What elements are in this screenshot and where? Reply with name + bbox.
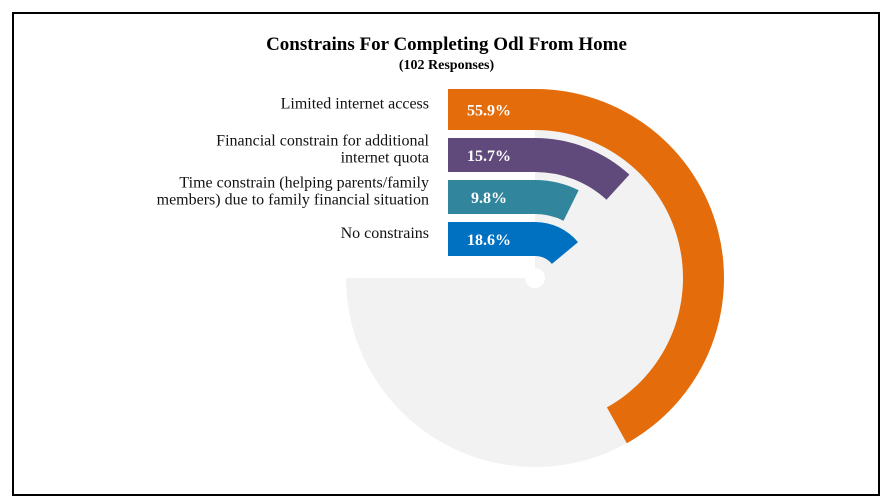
category-label-limited-internet-access: Limited internet access [281, 96, 429, 113]
chart-subtitle: (102 Responses) [398, 58, 495, 73]
category-label-financial-constrain-for-additional-line-2: internet quota [341, 150, 429, 167]
value-label-limited-internet-access: 55.9% [467, 103, 511, 120]
center-hole [525, 268, 545, 288]
background-track [346, 89, 724, 467]
value-label-financial-constrain-for-additional: 15.7% [467, 148, 511, 165]
bar-arc-no-constrains [535, 222, 579, 264]
bar-arc-limited-internet-access [535, 89, 724, 444]
bar-leg-limited-internet-access [448, 89, 535, 130]
category-label-time-constrain-helping-parents-family-line-1: Time constrain (helping parents/family [179, 175, 429, 192]
bar-leg-time-constrain-helping-parents-family [448, 180, 535, 214]
chart-title: Constrains For Completing Odl From Home [266, 34, 627, 55]
bar-arc-time-constrain-helping-parents-family [535, 180, 579, 221]
value-label-no-constrains: 18.6% [467, 232, 511, 249]
category-label-time-constrain-helping-parents-family-line-2: members) due to family financial situati… [157, 192, 429, 209]
category-label-no-constrains: No constrains [341, 225, 429, 242]
bar-leg-no-constrains [448, 222, 535, 256]
bar-arc-financial-constrain-for-additional [535, 138, 630, 200]
value-label-time-constrain-helping-parents-family: 9.8% [471, 190, 507, 207]
category-label-financial-constrain-for-additional-line-1: Financial constrain for additional [216, 133, 429, 150]
bar-leg-financial-constrain-for-additional [448, 138, 535, 172]
